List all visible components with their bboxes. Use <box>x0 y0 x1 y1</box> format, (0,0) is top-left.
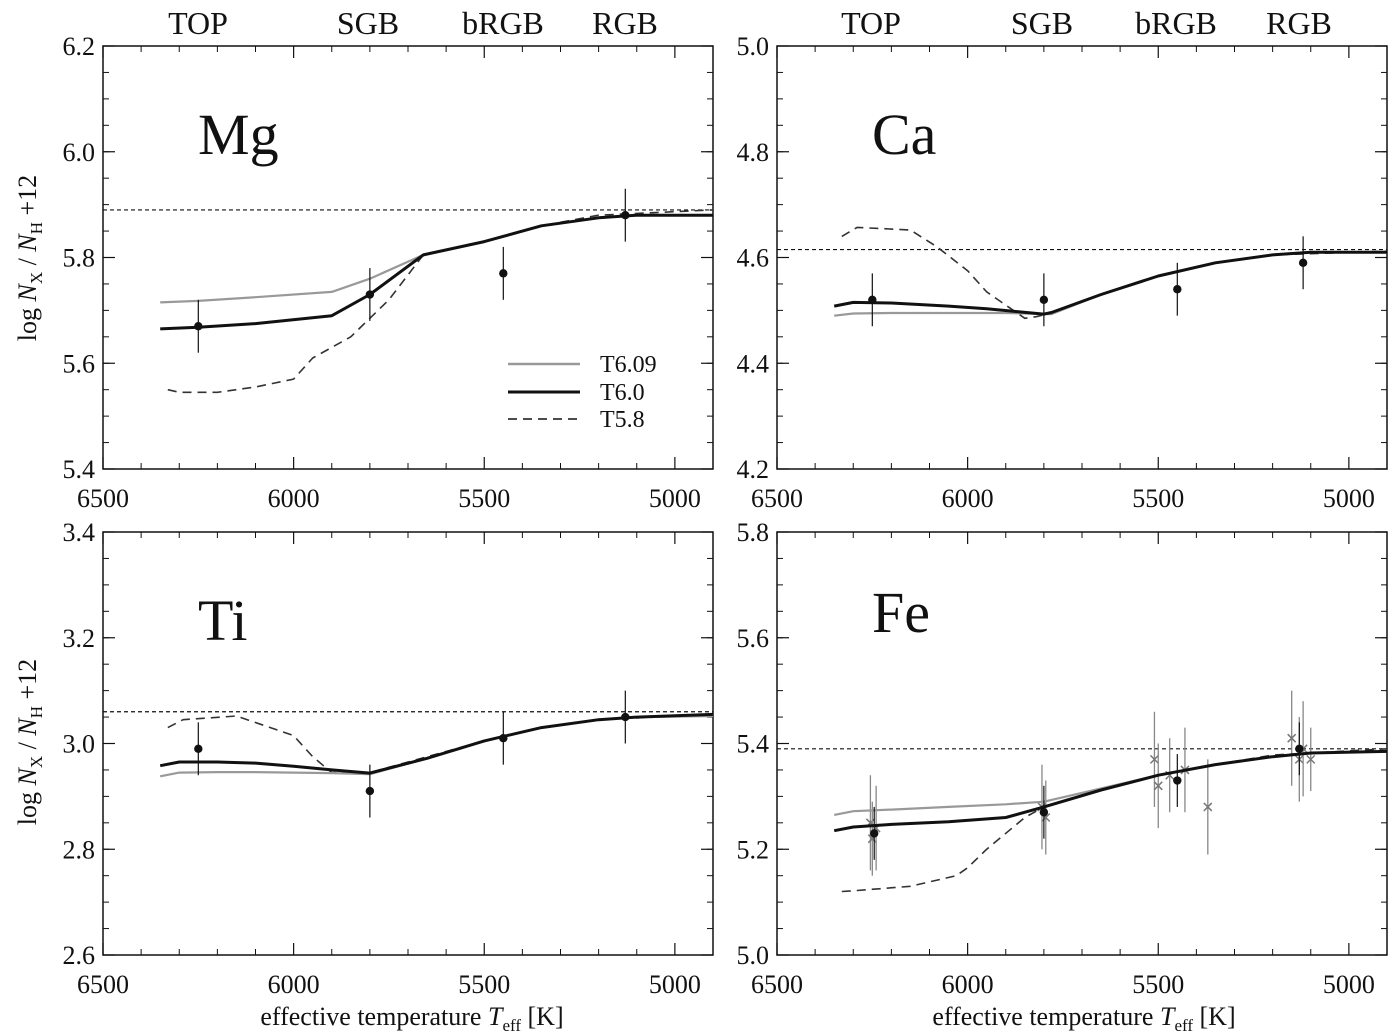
star-marker <box>1149 754 1159 764</box>
y-tick-label: 5.8 <box>737 518 770 547</box>
legend-label-t60: T6.0 <box>600 380 645 406</box>
x-tick-label: 5000 <box>1323 484 1375 513</box>
y-tick-label: 5.2 <box>737 835 770 864</box>
observation-point <box>499 734 508 743</box>
observation-point <box>1173 776 1182 785</box>
star-marker <box>1287 733 1297 743</box>
series-line-T609 <box>159 714 714 778</box>
plot-frame <box>776 531 1388 956</box>
phase-label-sgb: SGB <box>1011 5 1073 41</box>
series-line-T60 <box>159 712 714 775</box>
x-tick-label: 6500 <box>77 484 129 513</box>
y-tick-label: 5.4 <box>63 455 96 484</box>
observation-point <box>194 744 203 753</box>
observation-point <box>868 295 877 304</box>
observation-point <box>1298 258 1308 267</box>
y-tick-label: 3.2 <box>63 624 96 653</box>
panel-ti: 6500 6000 5500 5000 2.6 2.8 3.0 3.2 3.4 Ti <box>63 518 714 999</box>
phase-label-brgb: bRGB <box>1135 5 1217 41</box>
x-tick-label: 6000 <box>942 484 994 513</box>
y-tick-label: 6.0 <box>63 138 96 167</box>
star-marker <box>1306 754 1316 764</box>
phase-label-rgb: RGB <box>592 5 658 41</box>
element-label: Fe <box>872 580 930 645</box>
element-label: Mg <box>198 102 279 167</box>
series-line-T60 <box>160 213 713 331</box>
series-line-T58 <box>167 209 714 394</box>
observation-point <box>1173 285 1182 294</box>
star-marker <box>1153 781 1163 791</box>
x-tick-label: 6000 <box>268 484 320 513</box>
series-line-T58 <box>841 748 1388 893</box>
x-axis-label-left: effective temperature Teff [K] <box>260 1002 563 1033</box>
series-line-T609 <box>833 750 1388 816</box>
y-tick-label: 5.0 <box>737 32 770 61</box>
x-tick-label: 5500 <box>1132 970 1184 999</box>
phase-labels-left: TOP SGB bRGB RGB <box>168 5 658 41</box>
observation-point <box>1039 808 1049 817</box>
element-label: Ti <box>198 588 248 653</box>
observation-point <box>1039 295 1049 304</box>
observation-point <box>365 290 375 299</box>
series-line-T60 <box>833 250 1387 316</box>
x-tick-label: 5000 <box>649 970 701 999</box>
x-tick-label: 5000 <box>649 484 701 513</box>
observation-point <box>621 712 630 722</box>
observation-point <box>1295 744 1304 753</box>
y-tick-label: 4.2 <box>737 455 770 484</box>
plot-frame <box>102 531 714 956</box>
legend-label-t58: T5.8 <box>600 407 645 433</box>
legend-label-t609: T6.09 <box>600 352 657 378</box>
legend: T6.09 T6.0 T5.8 <box>508 352 657 433</box>
y-tick-label: 2.6 <box>63 941 96 970</box>
x-tick-label: 6000 <box>268 970 320 999</box>
y-tick-label: 3.4 <box>63 518 96 547</box>
observation-point <box>194 322 203 331</box>
y-tick-label: 5.8 <box>63 244 96 273</box>
panel-ca: 6500 6000 5500 5000 4.2 4.4 4.6 4.8 5.0 Ca <box>737 32 1388 513</box>
element-label: Ca <box>872 102 936 167</box>
panel-fe: 6500 6000 5500 5000 5.0 5.2 5.4 5.6 5.8 Fe <box>737 518 1388 999</box>
x-tick-label: 6500 <box>751 484 803 513</box>
phase-label-rgb: RGB <box>1266 5 1332 41</box>
observation-point <box>870 829 879 838</box>
y-tick-label: 3.0 <box>63 730 96 759</box>
y-tick-label: 2.8 <box>63 835 96 864</box>
phase-label-top: TOP <box>841 5 901 41</box>
phase-label-sgb: SGB <box>337 5 399 41</box>
y-tick-label: 5.6 <box>63 349 96 378</box>
x-tick-label: 6500 <box>77 970 129 999</box>
x-tick-label: 5500 <box>458 484 510 513</box>
y-axis-label-bottom: log NX / NH +12 <box>13 659 46 825</box>
x-tick-label: 6000 <box>942 970 994 999</box>
y-tick-label: 6.2 <box>63 32 96 61</box>
plot-frame <box>776 45 1388 470</box>
x-axis-label-right: effective temperature Teff [K] <box>932 1002 1235 1033</box>
y-axis-label-top: log NX / NH +12 <box>13 175 46 341</box>
phase-label-top: TOP <box>168 5 228 41</box>
phase-labels-right: TOP SGB bRGB RGB <box>841 5 1332 41</box>
y-tick-label: 5.0 <box>737 941 770 970</box>
x-tick-label: 6500 <box>751 970 803 999</box>
star-marker <box>1203 802 1213 812</box>
observation-point <box>499 269 508 278</box>
series-line-T609 <box>160 214 713 304</box>
y-tick-label: 4.4 <box>737 349 770 378</box>
series-line-T60 <box>833 749 1388 833</box>
y-tick-label: 4.8 <box>737 138 770 167</box>
x-tick-label: 5500 <box>458 970 510 999</box>
y-tick-label: 5.4 <box>737 730 770 759</box>
observation-point <box>365 786 375 796</box>
observation-point <box>621 211 630 220</box>
y-tick-label: 4.6 <box>737 244 770 273</box>
y-tick-label: 5.6 <box>737 624 770 653</box>
x-tick-label: 5000 <box>1323 970 1375 999</box>
phase-label-brgb: bRGB <box>462 5 544 41</box>
x-tick-label: 5500 <box>1132 484 1184 513</box>
panel-mg: 6500 6000 5500 5000 5.4 5.6 5.8 6.0 6.2 Mg <box>63 32 714 513</box>
